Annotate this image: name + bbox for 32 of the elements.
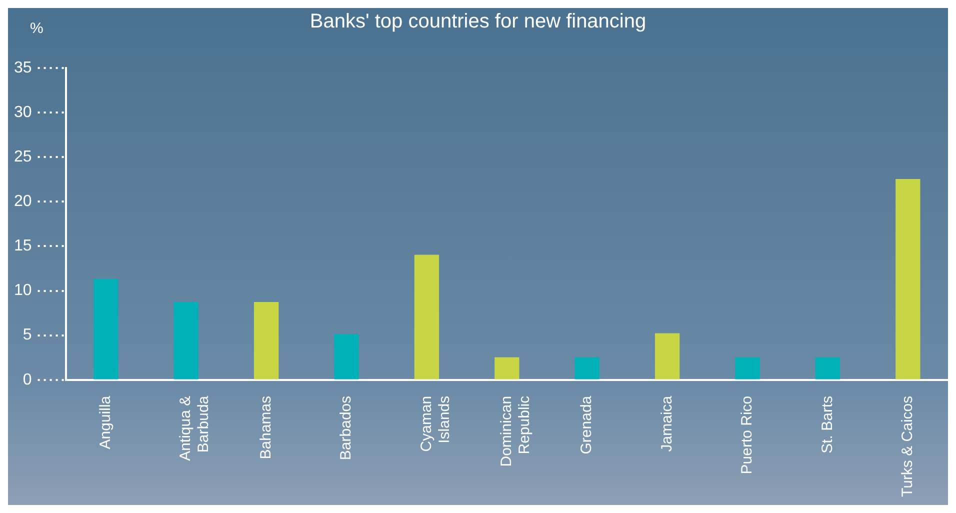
- x-tick-label: Dominican Republic: [498, 395, 534, 467]
- x-tick-label: St. Barts: [818, 396, 836, 454]
- y-tick-label: 15: [14, 238, 32, 255]
- x-tick-label: Turks & Caicos: [899, 396, 916, 498]
- x-tick-label: Antiqua & Barbuda: [177, 395, 212, 461]
- bar: [94, 278, 118, 380]
- x-tick-label: Grenada: [578, 395, 596, 454]
- chart-title: Banks' top countries for new financing: [310, 10, 646, 33]
- x-tick-label: Bahamas: [257, 396, 274, 460]
- y-tick-label: 0: [22, 371, 32, 388]
- bar: [735, 357, 760, 380]
- bar: [334, 334, 359, 380]
- y-axis-title: %: [30, 20, 44, 37]
- y-tick-label: 35: [14, 59, 32, 76]
- y-tick-label: 20: [14, 193, 32, 210]
- bar: [896, 179, 920, 380]
- x-tick-label: Cyaman Islands: [418, 396, 453, 452]
- x-tick-label: Puerto Rico: [738, 396, 756, 474]
- bar: [574, 357, 600, 380]
- bar: [654, 333, 680, 380]
- y-tick-label: 30: [14, 104, 32, 121]
- x-tick-label: Barbados: [338, 396, 355, 460]
- x-tick-label: Anguilla: [97, 395, 114, 450]
- bar: [174, 302, 198, 380]
- y-tick-label: 5: [22, 326, 32, 344]
- x-tick-label: Jamaica: [658, 395, 676, 452]
- bar: [494, 357, 520, 380]
- y-tick-label: 10: [14, 282, 32, 300]
- bar: [815, 357, 840, 380]
- y-tick-label: 25: [14, 148, 32, 166]
- bar: [414, 254, 440, 380]
- bar: [254, 302, 279, 380]
